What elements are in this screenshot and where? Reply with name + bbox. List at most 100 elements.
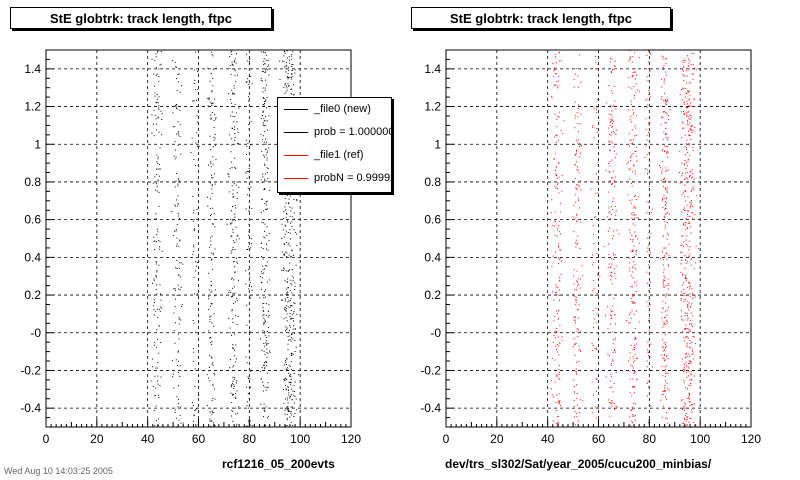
data-point — [595, 68, 597, 70]
data-point — [664, 302, 666, 304]
data-point — [552, 62, 554, 64]
data-point — [231, 296, 232, 298]
data-point — [213, 223, 214, 225]
data-point — [261, 115, 263, 117]
data-point — [579, 146, 580, 147]
data-point — [577, 285, 579, 287]
data-point — [264, 164, 266, 166]
data-point — [264, 223, 266, 225]
data-point — [209, 411, 211, 413]
data-point — [266, 248, 267, 250]
data-point — [688, 118, 690, 120]
data-point — [662, 116, 663, 118]
data-point — [153, 302, 155, 304]
data-point — [264, 230, 265, 232]
data-point — [246, 386, 248, 388]
data-point — [247, 249, 249, 250]
data-point — [284, 52, 286, 54]
data-point — [664, 179, 666, 181]
data-point — [176, 396, 178, 398]
data-point — [293, 302, 295, 304]
data-point — [663, 80, 665, 82]
data-point — [290, 58, 292, 60]
data-point — [264, 87, 266, 89]
data-point — [290, 384, 292, 386]
data-point — [610, 402, 612, 404]
data-point — [556, 229, 558, 231]
data-point — [689, 339, 691, 341]
data-point — [553, 76, 555, 78]
data-point — [152, 182, 154, 184]
data-point — [647, 320, 649, 322]
x-tick-label: 100 — [290, 432, 310, 446]
data-point — [237, 131, 239, 133]
data-point — [576, 184, 578, 186]
data-point — [612, 259, 614, 261]
data-point — [575, 296, 577, 298]
data-point — [691, 212, 693, 214]
data-point — [636, 160, 638, 162]
data-point — [628, 77, 630, 79]
data-point — [246, 154, 247, 155]
data-point — [285, 317, 287, 319]
data-point — [261, 199, 263, 201]
data-point — [664, 150, 666, 152]
data-point — [295, 264, 297, 266]
data-point — [636, 135, 637, 137]
data-point — [175, 409, 176, 411]
data-point — [196, 209, 198, 210]
data-point — [611, 311, 613, 312]
data-point — [292, 317, 294, 319]
data-point — [233, 347, 234, 349]
data-point — [666, 190, 668, 192]
data-point — [262, 110, 264, 112]
data-point — [683, 223, 685, 225]
data-point — [662, 375, 664, 377]
data-point — [694, 126, 696, 128]
data-point — [689, 128, 691, 130]
data-point — [572, 216, 574, 218]
data-point — [666, 101, 667, 103]
data-point — [609, 211, 611, 212]
data-point — [289, 330, 290, 332]
data-point — [632, 356, 634, 358]
data-point — [177, 365, 178, 367]
data-point — [290, 298, 292, 300]
data-point — [154, 176, 156, 178]
data-point — [667, 422, 669, 424]
data-point — [613, 132, 615, 134]
data-point — [212, 254, 214, 256]
data-point — [155, 67, 157, 69]
data-point — [210, 284, 212, 286]
data-point — [629, 270, 631, 272]
data-point — [175, 289, 176, 291]
data-point — [262, 390, 264, 392]
data-point — [176, 173, 178, 174]
data-point — [631, 420, 633, 422]
data-point — [287, 402, 289, 404]
data-point — [615, 351, 617, 353]
data-point — [556, 313, 558, 315]
data-point — [578, 348, 580, 350]
data-point — [172, 234, 174, 236]
data-point — [290, 421, 292, 423]
data-point — [266, 265, 268, 267]
data-point — [293, 229, 295, 231]
data-point — [688, 99, 690, 101]
data-point — [175, 359, 177, 361]
data-point — [251, 207, 253, 209]
data-point — [160, 110, 162, 112]
data-point — [283, 378, 285, 380]
data-point — [154, 341, 156, 343]
data-point — [177, 195, 179, 197]
data-point — [687, 210, 689, 212]
data-point — [156, 73, 158, 75]
data-point — [236, 53, 238, 55]
footer-timestamp: Wed Aug 10 14:03:25 2005 — [4, 466, 113, 476]
data-point — [629, 178, 631, 180]
data-point — [286, 313, 288, 315]
data-point — [158, 96, 160, 98]
data-point — [684, 145, 686, 147]
data-point — [573, 319, 575, 321]
data-point — [260, 276, 262, 277]
